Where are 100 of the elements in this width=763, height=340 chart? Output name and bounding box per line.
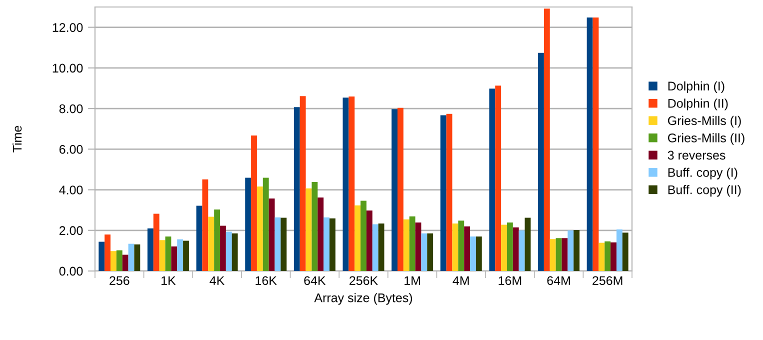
bar bbox=[489, 88, 496, 271]
bar bbox=[476, 236, 482, 271]
bar bbox=[372, 224, 378, 271]
bar bbox=[330, 218, 336, 271]
bar bbox=[110, 251, 116, 271]
bar bbox=[458, 220, 464, 271]
bar bbox=[312, 182, 318, 271]
bar bbox=[495, 86, 502, 271]
bar bbox=[202, 179, 208, 271]
y-tick-label: 6.00 bbox=[60, 144, 83, 154]
bar bbox=[574, 230, 580, 271]
bar bbox=[610, 242, 616, 271]
legend-label: Buff. copy (II) bbox=[668, 185, 741, 197]
bar bbox=[274, 217, 281, 271]
y-tick-label: 8.00 bbox=[59, 104, 83, 114]
bar bbox=[568, 230, 574, 271]
x-tick-label: 64M bbox=[547, 276, 570, 286]
bar bbox=[427, 233, 434, 271]
x-tick-label: 16K bbox=[256, 276, 277, 286]
bar bbox=[586, 18, 593, 271]
bar bbox=[470, 236, 476, 271]
bar bbox=[280, 218, 287, 271]
bar bbox=[622, 232, 628, 271]
bar bbox=[403, 219, 410, 271]
bar bbox=[128, 244, 134, 271]
x-tick-label: 1K bbox=[162, 276, 176, 285]
x-tick-label: 4M bbox=[452, 276, 469, 285]
y-tick-label: 12.00 bbox=[52, 23, 83, 32]
bar bbox=[452, 223, 458, 271]
bar bbox=[226, 232, 232, 271]
bar bbox=[421, 233, 428, 271]
y-axis-title: Time bbox=[12, 126, 22, 152]
bar bbox=[116, 250, 122, 271]
bar bbox=[464, 226, 470, 271]
bar bbox=[415, 222, 422, 271]
legend-label: Dolphin (II) bbox=[668, 98, 728, 110]
bar bbox=[251, 136, 257, 271]
bar bbox=[354, 205, 361, 271]
bar bbox=[98, 242, 105, 271]
x-axis-title: Array size (Bytes) bbox=[314, 293, 412, 305]
bar bbox=[171, 246, 178, 271]
bar bbox=[324, 217, 330, 271]
bar bbox=[122, 254, 128, 271]
bar bbox=[232, 233, 238, 271]
bar bbox=[214, 209, 220, 271]
legend-label: Gries-Mills (II) bbox=[668, 133, 744, 145]
bar bbox=[300, 96, 306, 271]
legend-label: Buff. copy (I) bbox=[668, 168, 738, 180]
bar bbox=[348, 96, 355, 271]
bar bbox=[512, 227, 519, 271]
bar bbox=[409, 216, 416, 271]
bar bbox=[360, 200, 366, 271]
bar bbox=[262, 178, 269, 271]
bar bbox=[440, 115, 446, 271]
bar bbox=[592, 18, 599, 271]
bar bbox=[342, 98, 349, 271]
bar bbox=[616, 229, 622, 271]
bar bbox=[208, 216, 214, 271]
x-tick-label: 16M bbox=[498, 276, 522, 286]
bar bbox=[147, 228, 154, 271]
bar bbox=[524, 218, 531, 271]
legend-label: 3 reverses bbox=[668, 150, 726, 160]
bar bbox=[598, 242, 605, 271]
bar bbox=[256, 186, 263, 271]
bar bbox=[104, 234, 111, 271]
bar bbox=[544, 8, 550, 271]
bar bbox=[550, 239, 556, 271]
bar bbox=[245, 178, 252, 271]
x-tick-label: 256M bbox=[592, 276, 622, 286]
y-tick-label: 2.00 bbox=[59, 226, 83, 236]
bar bbox=[196, 206, 202, 271]
x-tick-label: 1M bbox=[404, 276, 420, 285]
bar bbox=[562, 238, 568, 271]
bar bbox=[294, 107, 300, 271]
bar bbox=[220, 226, 226, 271]
bar bbox=[183, 240, 189, 271]
bar bbox=[392, 109, 398, 271]
bar bbox=[518, 230, 525, 271]
bar bbox=[159, 240, 166, 271]
bar bbox=[398, 108, 404, 271]
bar bbox=[604, 241, 611, 271]
bar bbox=[268, 198, 275, 271]
bar bbox=[134, 244, 140, 271]
bar bbox=[378, 223, 384, 271]
bar bbox=[306, 188, 312, 271]
y-tick-label: 4.00 bbox=[59, 186, 83, 194]
y-tick-label: 10.00 bbox=[52, 64, 83, 73]
x-tick-label: 256K bbox=[350, 276, 378, 286]
bar bbox=[446, 114, 452, 271]
bar bbox=[318, 197, 324, 271]
bar bbox=[153, 214, 160, 271]
bar bbox=[506, 222, 513, 271]
bar bbox=[165, 236, 172, 271]
bar bbox=[177, 239, 184, 271]
bar bbox=[538, 52, 544, 271]
bar bbox=[556, 238, 562, 271]
bar bbox=[366, 210, 372, 271]
y-tick-label: 0.00 bbox=[59, 266, 83, 276]
legend-label: Gries-Mills (I) bbox=[668, 116, 741, 128]
legend-label: Dolphin (I) bbox=[668, 81, 724, 93]
